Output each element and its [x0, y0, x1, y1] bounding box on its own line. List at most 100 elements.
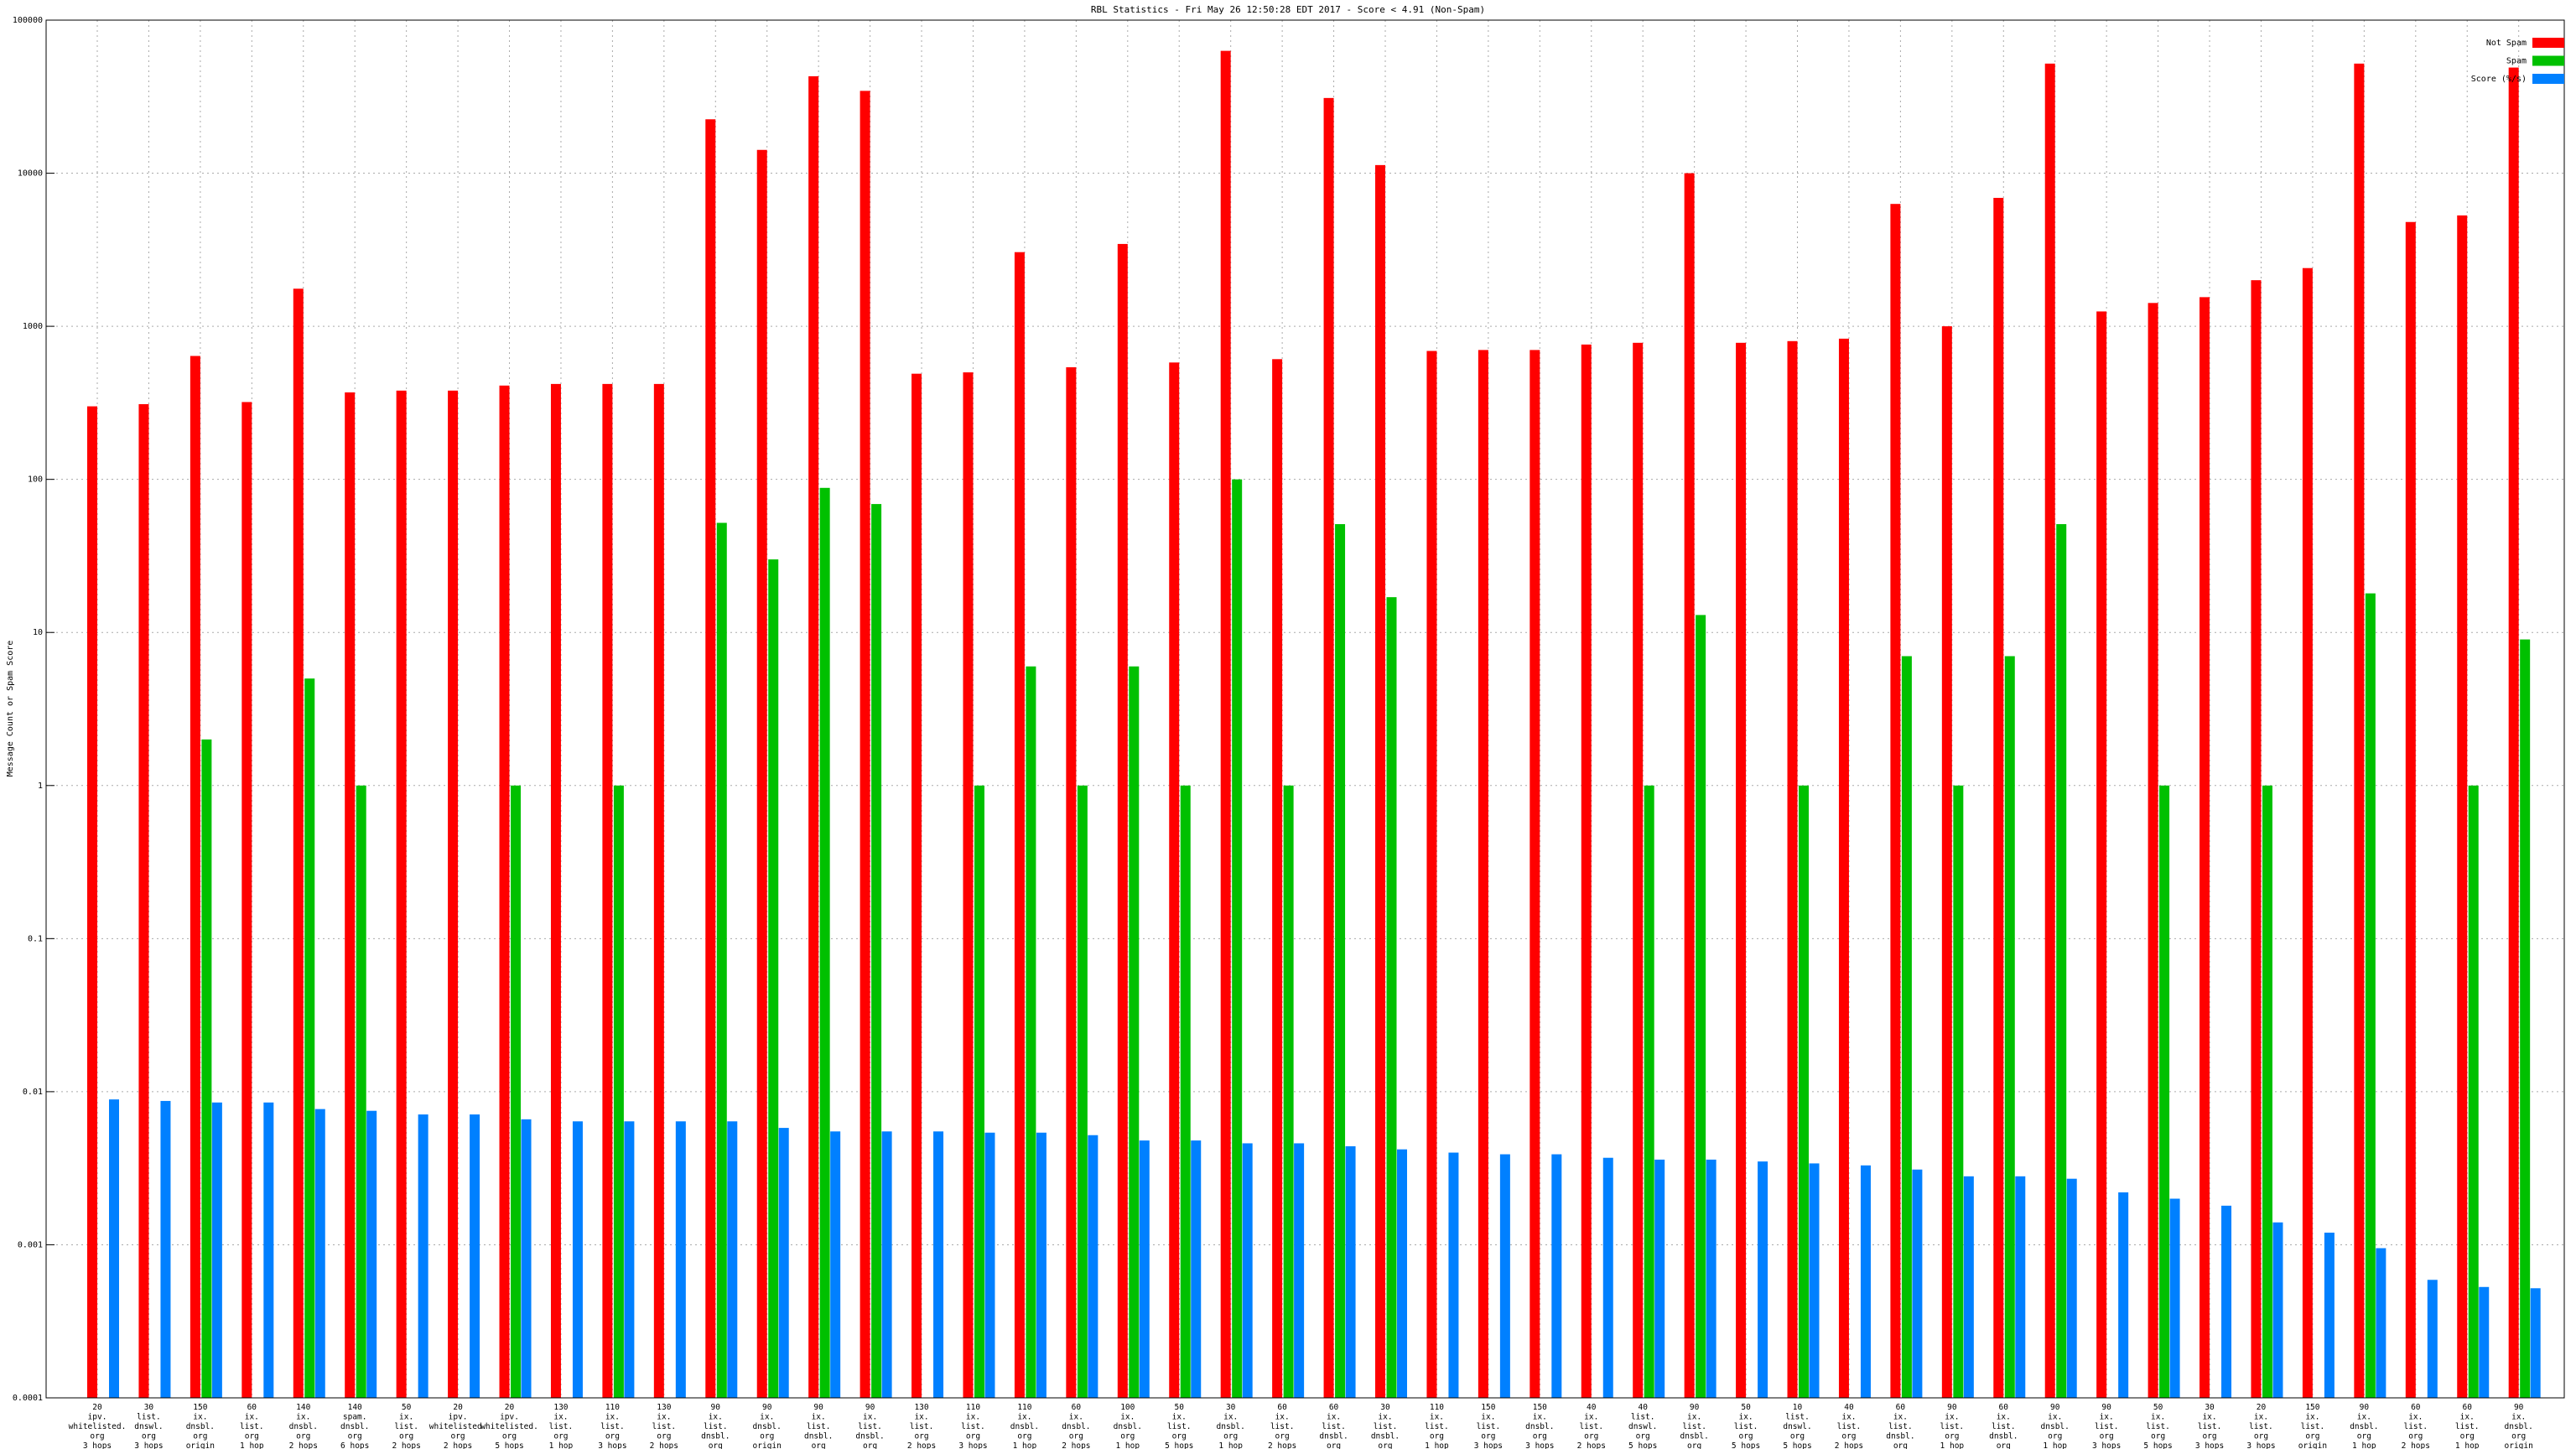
legend-swatch — [2532, 55, 2564, 66]
bar — [1901, 656, 1912, 1398]
bar — [366, 1110, 377, 1398]
bar — [1706, 1159, 1716, 1398]
bar — [242, 402, 252, 1398]
bar — [2169, 1198, 2180, 1398]
x-tick-label: 20 ipv. whitelisted. org 2 hops — [429, 1403, 487, 1449]
x-tick-label: 40 ix. list. org 2 hops — [1577, 1403, 1606, 1449]
bar — [2056, 524, 2067, 1399]
bar — [1499, 1154, 1510, 1398]
y-tick-label: 10 — [33, 628, 43, 637]
x-tick-label: 90 ix. dnsbl. org origin — [753, 1403, 782, 1449]
x-tick-label: 140 ix. dnsbl. org 2 hops — [289, 1403, 318, 1449]
x-tick-label: 150 ix. dnsbl. org origin — [186, 1403, 215, 1449]
legend-swatch — [2532, 38, 2564, 48]
bar — [1809, 1163, 1820, 1398]
bar — [511, 785, 522, 1398]
bar — [716, 522, 727, 1398]
bar — [211, 1102, 222, 1398]
bar — [356, 785, 366, 1398]
bar — [1633, 342, 1644, 1399]
bar — [933, 1131, 944, 1398]
bar — [2159, 785, 2170, 1398]
bar — [2520, 639, 2531, 1398]
bar — [2148, 303, 2158, 1398]
bar — [1397, 1149, 1407, 1398]
legend-label: Not Spam — [2486, 39, 2527, 48]
bar — [963, 372, 974, 1398]
bar — [808, 75, 819, 1399]
x-tick-label: 110 ix. list. org 3 hops — [598, 1403, 626, 1449]
y-tick-label: 100000 — [13, 16, 43, 25]
bar — [2221, 1205, 2232, 1398]
bar — [756, 149, 767, 1398]
x-tick-label: 50 ix. list. org 2 hops — [392, 1403, 420, 1449]
y-tick-label: 0.0001 — [13, 1394, 43, 1403]
bar — [653, 383, 664, 1398]
x-tick-label: 110 ix. list. org 1 hop — [1425, 1403, 1449, 1449]
bar — [1941, 326, 1952, 1399]
x-tick-label: 90 ix. list. org 3 hops — [2092, 1403, 2121, 1449]
x-tick-label: 110 ix. list. org 3 hops — [958, 1403, 987, 1449]
y-tick-label: 100 — [28, 475, 43, 485]
bar — [2457, 215, 2468, 1399]
bar — [2530, 1288, 2541, 1398]
bar — [819, 487, 830, 1398]
bar — [1014, 252, 1025, 1399]
bar — [1758, 1161, 1768, 1398]
bar — [396, 390, 407, 1398]
bar — [1169, 362, 1180, 1399]
bar — [293, 288, 304, 1399]
y-tick-label: 0.1 — [28, 934, 43, 943]
bar — [1654, 1159, 1665, 1398]
bar — [974, 785, 984, 1398]
bar — [624, 1121, 635, 1398]
x-tick-label: 90 ix. dnsbl. org origin — [2505, 1403, 2533, 1449]
y-tick-label: 0.001 — [18, 1240, 43, 1249]
bar — [1139, 1140, 1150, 1398]
bar — [1860, 1165, 1871, 1398]
bar — [314, 1109, 325, 1398]
bar — [201, 739, 212, 1398]
x-tick-label: 50 ix. list. org 5 hops — [1732, 1403, 1760, 1449]
bar — [1232, 479, 1243, 1398]
bar — [1283, 785, 1294, 1398]
x-tick-label: 110 ix. dnsbl. org 1 hop — [1010, 1403, 1039, 1449]
bar — [830, 1131, 841, 1398]
bar — [727, 1121, 738, 1398]
bar — [2262, 785, 2272, 1398]
bar — [1530, 350, 1540, 1399]
bar — [1912, 1169, 1923, 1398]
bar — [2376, 1248, 2386, 1398]
bar — [345, 392, 356, 1399]
bar — [2468, 785, 2479, 1398]
x-tick-label: 50 ix. list. org 5 hops — [1165, 1403, 1193, 1449]
bar — [1478, 350, 1488, 1399]
bar — [1036, 1132, 1046, 1398]
bar — [1386, 597, 1397, 1398]
legend-swatch — [2532, 74, 2564, 84]
bar — [1696, 615, 1706, 1398]
bar — [572, 1121, 583, 1398]
bar — [109, 1099, 119, 1398]
y-tick-label: 1 — [38, 782, 43, 791]
legend-label: Spam — [2506, 57, 2527, 66]
x-tick-label: 90 ix. dnsbl. org 1 hop — [2350, 1403, 2378, 1449]
bar — [1890, 204, 1901, 1399]
bar — [160, 1100, 171, 1398]
bar — [705, 119, 716, 1398]
bar — [521, 1119, 532, 1398]
bar — [1581, 344, 1592, 1398]
x-tick-label: 90 ix. list. org 1 hop — [1940, 1403, 1965, 1449]
bar — [1736, 342, 1747, 1399]
x-tick-label: 140 spam. dnsbl. org 6 hops — [340, 1403, 369, 1449]
bar — [1375, 164, 1385, 1399]
legend-label: Score (%/s) — [2471, 75, 2527, 84]
bar — [2365, 593, 2376, 1398]
x-tick-label: 40 list. dnswl. org 5 hops — [1628, 1403, 1657, 1449]
x-tick-label: 90 ix. dnsbl. org 1 hop — [2041, 1403, 2070, 1449]
x-tick-label: 130 ix. list. org 2 hops — [907, 1403, 936, 1449]
